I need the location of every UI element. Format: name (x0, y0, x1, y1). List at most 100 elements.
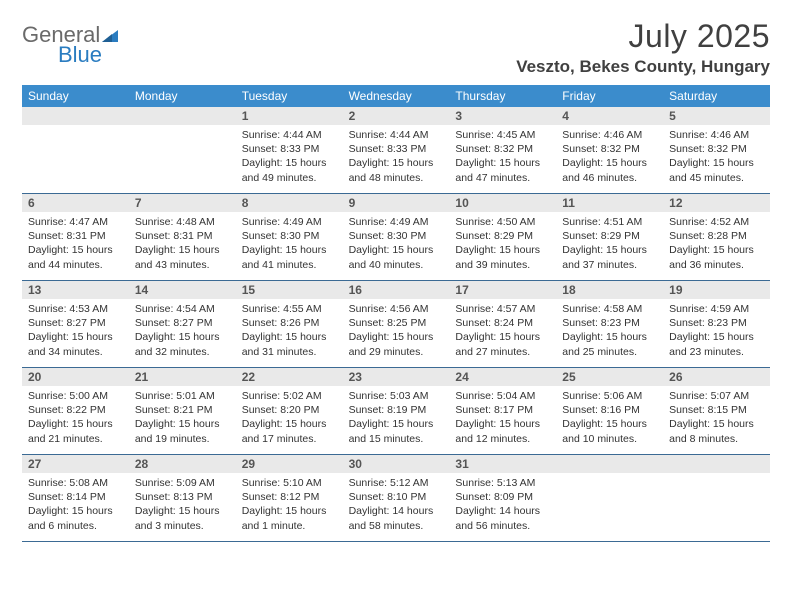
sunset-line: Sunset: 8:27 PM (135, 316, 230, 330)
daylight-line: Daylight: 15 hours and 44 minutes. (28, 243, 123, 271)
daylight-line: Daylight: 15 hours and 31 minutes. (242, 330, 337, 358)
day-number: 27 (22, 455, 129, 473)
weekday-label: Sunday (22, 85, 129, 107)
weekday-label: Monday (129, 85, 236, 107)
day-cell: 19Sunrise: 4:59 AMSunset: 8:23 PMDayligh… (663, 281, 770, 367)
calendar: SundayMondayTuesdayWednesdayThursdayFrid… (22, 85, 770, 542)
sunset-line: Sunset: 8:25 PM (349, 316, 444, 330)
day-number: 20 (22, 368, 129, 386)
sunrise-line: Sunrise: 5:07 AM (669, 389, 764, 403)
day-cell: 26Sunrise: 5:07 AMSunset: 8:15 PMDayligh… (663, 368, 770, 454)
sunrise-line: Sunrise: 5:09 AM (135, 476, 230, 490)
sunrise-line: Sunrise: 4:46 AM (669, 128, 764, 142)
sunset-line: Sunset: 8:19 PM (349, 403, 444, 417)
day-number (663, 455, 770, 473)
day-body: Sunrise: 4:49 AMSunset: 8:30 PMDaylight:… (343, 212, 450, 278)
sunset-line: Sunset: 8:13 PM (135, 490, 230, 504)
sunset-line: Sunset: 8:16 PM (562, 403, 657, 417)
day-number: 30 (343, 455, 450, 473)
day-body (556, 473, 663, 482)
week-row: 13Sunrise: 4:53 AMSunset: 8:27 PMDayligh… (22, 281, 770, 368)
day-body: Sunrise: 5:12 AMSunset: 8:10 PMDaylight:… (343, 473, 450, 539)
sunrise-line: Sunrise: 5:03 AM (349, 389, 444, 403)
day-body: Sunrise: 4:44 AMSunset: 8:33 PMDaylight:… (236, 125, 343, 191)
day-number: 2 (343, 107, 450, 125)
week-row: 27 Sunrise: 5:08 AMSunset: 8:14 PMDayligh… (22, 455, 770, 542)
daylight-line: Daylight: 15 hours and 43 minutes. (135, 243, 230, 271)
sunrise-line: Sunrise: 4:56 AM (349, 302, 444, 316)
weekday-label: Saturday (663, 85, 770, 107)
sunrise-line: Sunrise: 5:13 AM (455, 476, 550, 490)
day-cell: 12Sunrise: 4:52 AMSunset: 8:28 PMDayligh… (663, 194, 770, 280)
day-cell: 10Sunrise: 4:50 AMSunset: 8:29 PMDayligh… (449, 194, 556, 280)
daylight-line: Daylight: 15 hours and 41 minutes. (242, 243, 337, 271)
sunrise-line: Sunrise: 4:47 AM (28, 215, 123, 229)
weekday-label: Friday (556, 85, 663, 107)
month-title: July 2025 (516, 18, 770, 55)
day-body: Sunrise: 5:04 AMSunset: 8:17 PMDaylight:… (449, 386, 556, 452)
sunset-line: Sunset: 8:14 PM (28, 490, 123, 504)
sunset-line: Sunset: 8:27 PM (28, 316, 123, 330)
day-number: 14 (129, 281, 236, 299)
day-body: Sunrise: 4:56 AMSunset: 8:25 PMDaylight:… (343, 299, 450, 365)
daylight-line: Daylight: 15 hours and 49 minutes. (242, 156, 337, 184)
day-body: Sunrise: 5:03 AMSunset: 8:19 PMDaylight:… (343, 386, 450, 452)
sunrise-line: Sunrise: 5:08 AM (28, 476, 123, 490)
sunset-line: Sunset: 8:09 PM (455, 490, 550, 504)
day-body: Sunrise: 4:58 AMSunset: 8:23 PMDaylight:… (556, 299, 663, 365)
day-cell: 9Sunrise: 4:49 AMSunset: 8:30 PMDaylight… (343, 194, 450, 280)
day-cell: 13Sunrise: 4:53 AMSunset: 8:27 PMDayligh… (22, 281, 129, 367)
day-number: 18 (556, 281, 663, 299)
day-body: Sunrise: 4:48 AMSunset: 8:31 PMDaylight:… (129, 212, 236, 278)
daylight-line: Daylight: 15 hours and 6 minutes. (28, 504, 123, 532)
day-number: 26 (663, 368, 770, 386)
day-body: Sunrise: 5:07 AMSunset: 8:15 PMDaylight:… (663, 386, 770, 452)
day-number: 11 (556, 194, 663, 212)
day-cell: 4Sunrise: 4:46 AMSunset: 8:32 PMDaylight… (556, 107, 663, 193)
daylight-line: Daylight: 15 hours and 48 minutes. (349, 156, 444, 184)
day-cell: 17Sunrise: 4:57 AMSunset: 8:24 PMDayligh… (449, 281, 556, 367)
logo-text-blue: Blue (58, 42, 102, 68)
daylight-line: Daylight: 15 hours and 25 minutes. (562, 330, 657, 358)
sunset-line: Sunset: 8:24 PM (455, 316, 550, 330)
sunrise-line: Sunrise: 5:00 AM (28, 389, 123, 403)
weekday-label: Wednesday (343, 85, 450, 107)
day-body (663, 473, 770, 482)
header: General July 2025 Veszto, Bekes County, … (22, 18, 770, 77)
sunset-line: Sunset: 8:31 PM (135, 229, 230, 243)
day-body (22, 125, 129, 134)
day-cell: 8Sunrise: 4:49 AMSunset: 8:30 PMDaylight… (236, 194, 343, 280)
day-body: Sunrise: 4:46 AMSunset: 8:32 PMDaylight:… (556, 125, 663, 191)
daylight-line: Daylight: 15 hours and 15 minutes. (349, 417, 444, 445)
day-cell: 29Sunrise: 5:10 AMSunset: 8:12 PMDayligh… (236, 455, 343, 541)
daylight-line: Daylight: 15 hours and 39 minutes. (455, 243, 550, 271)
daylight-line: Daylight: 15 hours and 12 minutes. (455, 417, 550, 445)
day-number: 9 (343, 194, 450, 212)
day-number (22, 107, 129, 125)
sunset-line: Sunset: 8:30 PM (242, 229, 337, 243)
day-body: Sunrise: 5:13 AMSunset: 8:09 PMDaylight:… (449, 473, 556, 539)
day-cell: 28Sunrise: 5:09 AMSunset: 8:13 PMDayligh… (129, 455, 236, 541)
sunset-line: Sunset: 8:31 PM (28, 229, 123, 243)
day-cell: 20Sunrise: 5:00 AMSunset: 8:22 PMDayligh… (22, 368, 129, 454)
daylight-line: Daylight: 15 hours and 47 minutes. (455, 156, 550, 184)
sunrise-line: Sunrise: 4:57 AM (455, 302, 550, 316)
weekday-header: SundayMondayTuesdayWednesdayThursdayFrid… (22, 85, 770, 107)
day-cell: 7Sunrise: 4:48 AMSunset: 8:31 PMDaylight… (129, 194, 236, 280)
sunset-line: Sunset: 8:26 PM (242, 316, 337, 330)
day-number (556, 455, 663, 473)
sunset-line: Sunset: 8:29 PM (562, 229, 657, 243)
day-cell: 27 Sunrise: 5:08 AMSunset: 8:14 PMDayligh… (22, 455, 129, 541)
sunrise-line: Sunrise: 4:50 AM (455, 215, 550, 229)
day-cell: 11Sunrise: 4:51 AMSunset: 8:29 PMDayligh… (556, 194, 663, 280)
day-body (129, 125, 236, 134)
sunrise-line: Sunrise: 4:44 AM (242, 128, 337, 142)
day-cell: 30Sunrise: 5:12 AMSunset: 8:10 PMDayligh… (343, 455, 450, 541)
daylight-line: Daylight: 15 hours and 46 minutes. (562, 156, 657, 184)
week-row: 6Sunrise: 4:47 AMSunset: 8:31 PMDaylight… (22, 194, 770, 281)
day-body: Sunrise: 4:49 AMSunset: 8:30 PMDaylight:… (236, 212, 343, 278)
day-body: Sunrise: 4:52 AMSunset: 8:28 PMDaylight:… (663, 212, 770, 278)
daylight-line: Daylight: 15 hours and 19 minutes. (135, 417, 230, 445)
day-body: Sunrise: 5:09 AMSunset: 8:13 PMDaylight:… (129, 473, 236, 539)
day-number: 19 (663, 281, 770, 299)
